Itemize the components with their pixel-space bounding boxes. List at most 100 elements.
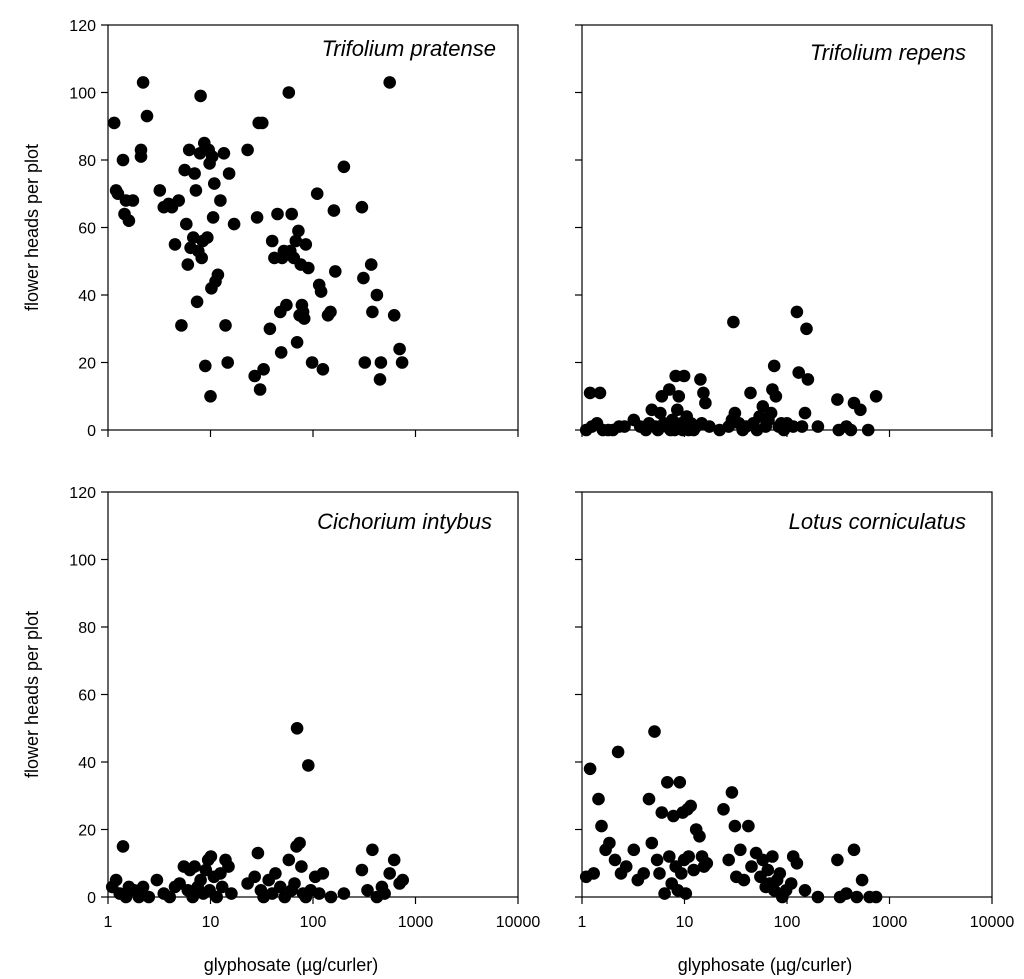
data-point [693, 830, 706, 843]
data-point [627, 843, 641, 857]
data-point [357, 271, 370, 285]
plot-frame [107, 491, 519, 898]
data-point [850, 890, 864, 904]
data-point [784, 877, 798, 890]
data-point [310, 187, 324, 200]
y-tick-label: 120 [69, 18, 96, 35]
data-point [745, 860, 758, 873]
data-point [583, 762, 597, 776]
data-point [251, 846, 265, 860]
y-tick-label: 60 [78, 688, 96, 705]
data-point [855, 873, 869, 887]
y-tick-label: 120 [69, 485, 96, 502]
data-point [618, 420, 631, 433]
data-point [677, 369, 691, 383]
data-point [282, 86, 296, 99]
data-point [222, 860, 235, 873]
data-point [697, 386, 710, 400]
x-tick-label: 100 [774, 914, 801, 931]
data-point [742, 819, 755, 833]
data-point [682, 850, 695, 863]
data-point [175, 319, 188, 332]
data-point [728, 819, 742, 833]
data-point [206, 211, 220, 224]
data-point [329, 265, 342, 278]
data-point [801, 373, 815, 386]
data-point [215, 880, 229, 894]
data-point [316, 867, 330, 880]
data-point [734, 843, 747, 857]
y-tick-label: 0 [87, 890, 96, 907]
data-point [790, 857, 804, 870]
data-point [132, 890, 146, 904]
data-point [282, 853, 296, 867]
panel-trifolium-pratense: 0 20 40 60 80 100 120 Trifolium pratense flower … [22, 18, 519, 440]
data-point [302, 759, 315, 772]
data-point [637, 867, 650, 880]
data-point [766, 850, 779, 863]
y-axis-title: flower heads per plot [22, 611, 42, 778]
data-point [195, 251, 208, 265]
data-point [675, 867, 688, 880]
data-point [186, 890, 199, 904]
data-point [194, 873, 207, 887]
data-point [684, 799, 697, 813]
data-point [181, 258, 195, 271]
data-point [182, 143, 196, 157]
data-point [188, 860, 201, 873]
data-point [654, 406, 667, 420]
y-tick-label: 100 [69, 86, 96, 103]
data-point [204, 850, 218, 863]
data-point [248, 870, 261, 884]
x-tick-label: 10000 [970, 914, 1015, 931]
data-point [292, 224, 305, 238]
data-points [107, 76, 409, 403]
x-tick-label: 10 [202, 914, 220, 931]
species-label-trifolium-pratense: Trifolium pratense [322, 36, 496, 61]
data-point [214, 194, 227, 207]
y-tick-label: 60 [78, 221, 96, 238]
data-point [396, 873, 410, 887]
data-point [722, 853, 735, 867]
data-point [153, 184, 167, 197]
data-point [703, 420, 716, 433]
data-point [769, 390, 783, 403]
data-point [795, 420, 809, 433]
data-point [142, 890, 156, 904]
data-point [650, 853, 664, 867]
data-point [798, 884, 812, 897]
data-point [655, 806, 669, 819]
data-point [324, 305, 337, 319]
data-point [663, 850, 676, 863]
data-point [140, 109, 154, 123]
data-point [241, 143, 254, 157]
data-point [248, 369, 261, 383]
data-point [792, 366, 805, 379]
data-point [265, 234, 279, 248]
y-tick-label: 80 [78, 153, 96, 170]
data-point [593, 386, 607, 400]
data-point [383, 76, 397, 89]
x-tick-label: 1000 [872, 914, 908, 931]
x-tick-label: 1 [578, 914, 587, 931]
data-point [661, 776, 674, 789]
data-point [844, 423, 858, 437]
data-point [717, 803, 730, 816]
data-point [250, 211, 264, 224]
data-point [168, 238, 182, 251]
data-point [136, 880, 150, 894]
data-point [728, 406, 742, 420]
data-point [219, 319, 232, 332]
data-point [199, 359, 212, 373]
data-point [790, 305, 804, 319]
data-point [222, 167, 236, 180]
data-point [671, 403, 684, 417]
x-axis-title: glyphosate (µg/curler) [204, 955, 378, 975]
y-tick-label: 20 [78, 356, 96, 373]
data-point [861, 423, 875, 437]
data-point [756, 853, 770, 867]
data-point [299, 238, 313, 251]
data-point [831, 853, 844, 867]
data-point [297, 312, 311, 325]
